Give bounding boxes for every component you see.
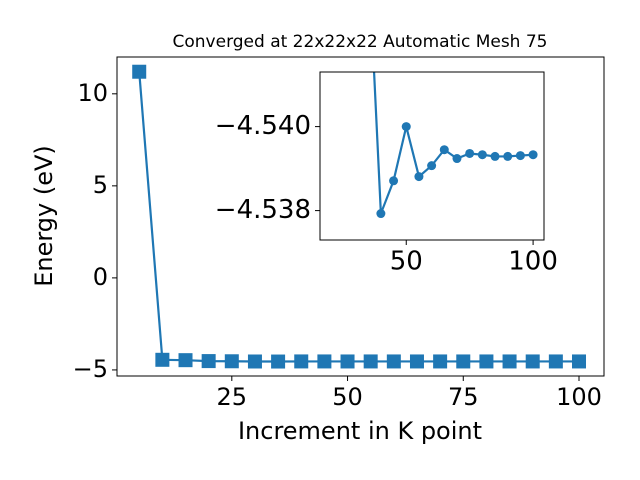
- marker: [376, 209, 386, 219]
- y-axis-label: Energy (eV): [30, 145, 58, 287]
- y-tick-label: 0: [93, 263, 108, 291]
- x-tick-label: 75: [448, 383, 479, 411]
- marker: [178, 353, 193, 368]
- chart-title: Converged at 22x22x22 Automatic Mesh 75: [173, 32, 548, 52]
- x-tick-label: 25: [217, 383, 248, 411]
- y-tick-label: −4.538: [215, 195, 311, 225]
- marker: [294, 354, 309, 369]
- x-tick-label: 100: [508, 247, 558, 277]
- marker: [155, 352, 170, 367]
- marker: [224, 354, 239, 369]
- marker: [439, 145, 449, 155]
- marker: [433, 354, 448, 369]
- marker: [456, 354, 471, 369]
- marker: [401, 122, 411, 132]
- y-tick-label: 10: [77, 79, 108, 107]
- marker: [340, 354, 355, 369]
- x-tick-label: 100: [556, 383, 602, 411]
- y-tick-label: −5: [73, 355, 108, 383]
- axes-frame: [116, 56, 605, 377]
- marker: [414, 172, 424, 182]
- plot: [132, 64, 587, 369]
- marker: [132, 64, 147, 79]
- axes-frame: [319, 71, 545, 241]
- x-axis-label: Increment in K point: [238, 417, 482, 445]
- marker: [465, 148, 475, 158]
- marker: [409, 354, 424, 369]
- axes: 50 100 −4.540 −4.538: [215, 71, 558, 277]
- x-tick-label: 50: [332, 383, 363, 411]
- marker: [479, 354, 494, 369]
- marker: [317, 354, 332, 369]
- plot: [372, 72, 538, 219]
- marker: [386, 354, 401, 369]
- marker: [389, 176, 399, 186]
- marker: [525, 354, 540, 369]
- x-tick-label: 50: [390, 247, 423, 277]
- y-tick-label: 5: [93, 171, 108, 199]
- marker: [452, 154, 462, 164]
- marker: [201, 354, 216, 369]
- marker: [502, 354, 517, 369]
- marker: [477, 150, 487, 160]
- marker: [548, 354, 563, 369]
- marker: [271, 354, 286, 369]
- marker: [528, 150, 538, 160]
- marker: [247, 354, 262, 369]
- y-tick-label: −4.540: [215, 111, 311, 141]
- marker: [427, 161, 437, 171]
- marker: [490, 151, 500, 161]
- marker: [515, 151, 525, 161]
- marker: [503, 151, 513, 161]
- marker: [363, 354, 378, 369]
- marker: [572, 354, 587, 369]
